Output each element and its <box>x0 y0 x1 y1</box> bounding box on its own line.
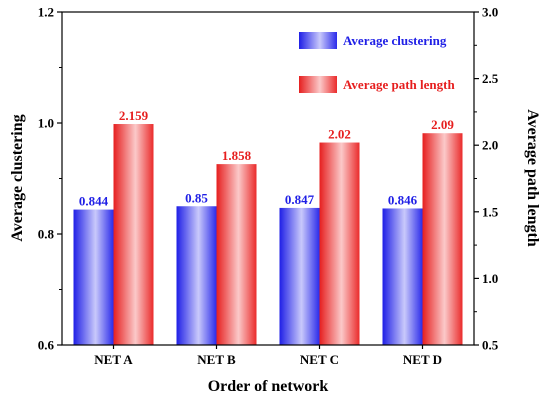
bar-average-clustering-net-b <box>176 206 217 345</box>
legend-label-average-path-length: Average path length <box>343 77 455 92</box>
right-tick-label: 2.5 <box>482 71 499 86</box>
x-tick-label-net-c: NET C <box>300 352 339 367</box>
x-axis-title: Order of network <box>208 378 329 395</box>
bar-average-path-length-net-a <box>113 124 154 345</box>
data-labels-layer: 0.844 2.159 0.85 1.858 0.847 2.02 0.846 2.09 <box>79 108 455 209</box>
legend: Average clustering Average path length <box>299 32 455 93</box>
bar-average-path-length-net-d <box>422 133 463 345</box>
right-tick-label: 2.0 <box>482 138 498 153</box>
data-label-average-path-length-net-d: 2.09 <box>431 117 454 132</box>
x-tick-label-net-d: NET D <box>403 352 442 367</box>
bars-layer <box>73 124 463 345</box>
x-tick-label-net-a: NET A <box>94 352 133 367</box>
right-tick-label: 1.5 <box>482 204 499 219</box>
data-label-average-clustering-net-b: 0.85 <box>185 190 208 205</box>
left-tick-label: 0.8 <box>38 227 55 242</box>
left-tick-label: 1.0 <box>38 116 54 131</box>
right-tick-label: 3.0 <box>482 5 498 20</box>
legend-swatch-average-path-length <box>299 76 337 93</box>
right-tick-label: 1.0 <box>482 271 498 286</box>
left-axis-title: Average clustering <box>9 114 26 241</box>
data-label-average-path-length-net-a: 2.159 <box>119 108 149 123</box>
right-axis-title: Average path length <box>524 109 541 247</box>
right-tick-label: 0.5 <box>482 338 499 353</box>
data-label-average-clustering-net-a: 0.844 <box>79 194 109 209</box>
x-tick-label-net-b: NET B <box>197 352 236 367</box>
right-axis: 0.5 1.0 1.5 2.0 2.5 3.0 <box>474 5 499 353</box>
bar-average-clustering-net-c <box>279 207 320 345</box>
left-tick-label: 0.6 <box>38 338 55 353</box>
x-axis: NET A NET B NET C NET D <box>94 345 442 367</box>
data-label-average-clustering-net-d: 0.846 <box>388 192 418 207</box>
legend-label-average-clustering: Average clustering <box>343 33 447 48</box>
bar-average-path-length-net-b <box>216 164 257 345</box>
data-label-average-path-length-net-b: 1.858 <box>222 148 252 163</box>
data-label-average-clustering-net-c: 0.847 <box>285 192 315 207</box>
bar-average-path-length-net-c <box>319 142 360 345</box>
left-tick-label: 1.2 <box>38 5 54 20</box>
data-label-average-path-length-net-c: 2.02 <box>328 127 351 142</box>
bar-average-clustering-net-d <box>382 208 423 345</box>
left-axis: 0.6 0.8 1.0 1.2 <box>38 5 62 353</box>
legend-swatch-average-clustering <box>299 32 337 49</box>
bar-average-clustering-net-a <box>73 209 114 345</box>
